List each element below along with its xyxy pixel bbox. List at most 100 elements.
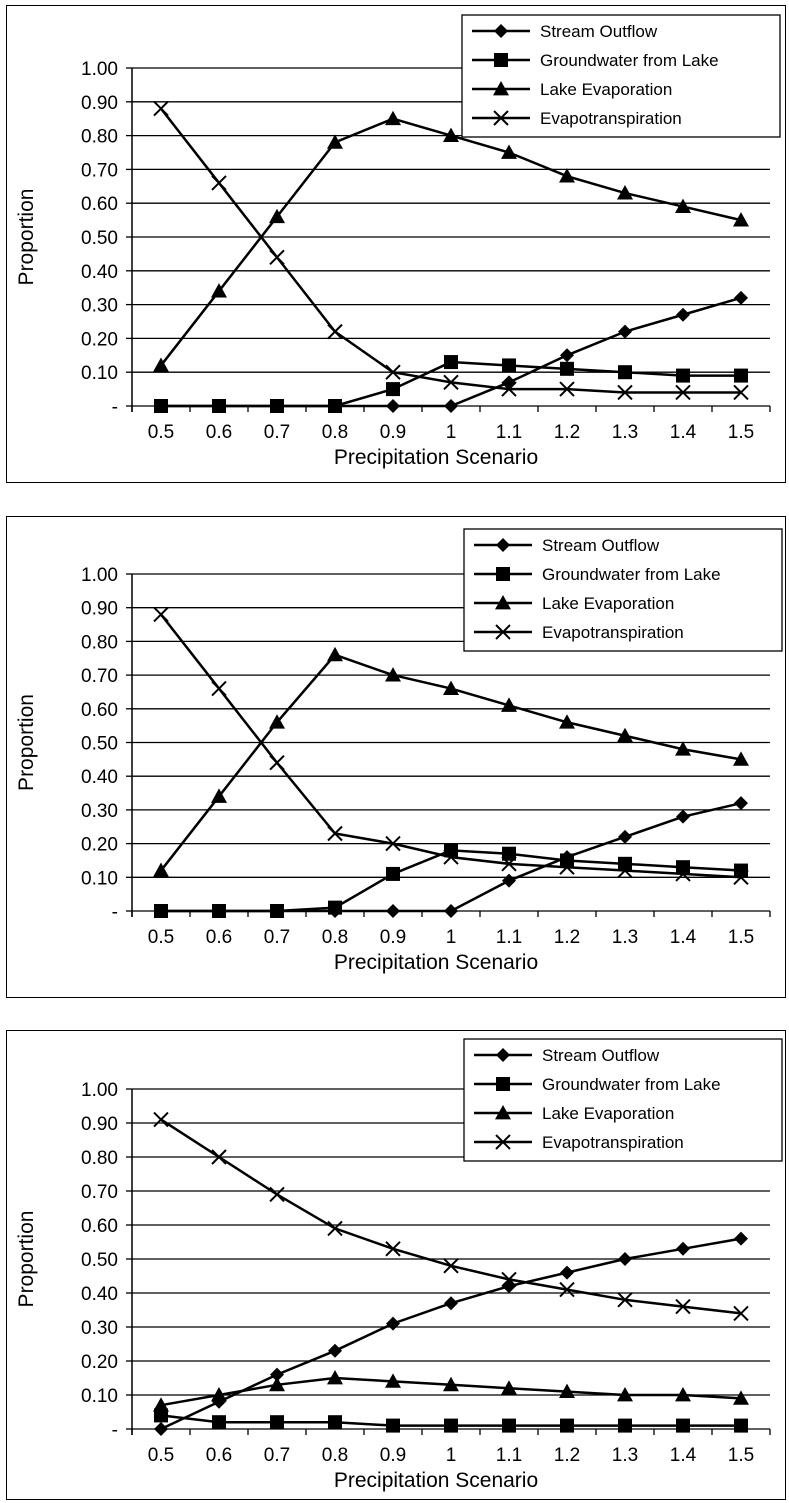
y-tick-label: 0.30 [81,296,118,317]
x-tick-label: 1.4 [670,422,697,443]
x-tick-label: 0.6 [206,1445,232,1466]
data-point-stream-outflow [386,904,400,918]
y-tick-label: 0.50 [81,228,118,249]
data-point-lake-evaporation [675,741,691,756]
data-point-lake-evaporation [153,862,169,877]
data-point-evapotranspiration [269,249,285,265]
y-tick-label: 0.10 [81,1386,118,1407]
x-tick-label: 1.3 [612,1445,638,1466]
x-tick-label: 1.2 [554,927,580,948]
legend-box [461,14,781,138]
legend-item-groundwater-from-lake: Groundwater from Lake [472,51,719,70]
data-point-lake-evaporation [327,134,343,149]
y-tick-label: 0.50 [81,734,118,755]
y-tick-label: 0.90 [81,599,118,620]
legend-label: Evapotranspiration [540,109,682,128]
data-point-stream-outflow [444,904,458,918]
data-point-lake-evaporation [675,198,691,213]
data-point-groundwater-from-lake [502,846,516,861]
legend-label: Stream Outflow [542,1046,660,1065]
x-tick-label: 0.7 [264,927,290,948]
series-line-lake-evaporation [160,117,742,367]
data-point-lake-evaporation [269,208,285,224]
y-tick-label: 1.00 [81,1080,118,1101]
x-tick-label: 1.3 [612,927,638,948]
x-tick-label: 1.1 [496,422,522,443]
line-chart-3: - 0.10 0.20 0.30 0.40 0.50 0.60 0.70 0.80 0.90 1.0… [15,1038,783,1492]
data-point-groundwater-from-lake [154,1408,168,1423]
series-line-evapotranspiration [160,107,741,394]
data-point-groundwater-from-lake [328,399,342,413]
data-point-lake-evaporation [385,667,401,682]
series-stream-outflow [154,290,748,413]
x-tick-label: 1.1 [496,1445,522,1466]
y-tick-label: 0.80 [81,1148,118,1169]
legend-item-lake-evaporation: Lake Evaporation [472,80,672,99]
y-tick-label: 0.60 [81,1216,118,1237]
legend-item-groundwater-from-lake: Groundwater from Lake [474,565,721,584]
data-point-lake-evaporation [559,714,575,729]
data-point-groundwater-from-lake [618,365,632,380]
chart-panel-1: - 0.10 0.20 0.30 0.40 0.50 0.60 0.70 0.80 0.90 1.0… [6,5,786,483]
data-point-stream-outflow [270,1367,284,1382]
y-tick-label: 0.40 [81,262,118,283]
legend-marker-triangle [495,595,511,610]
data-point-groundwater-from-lake [560,853,574,868]
data-point-stream-outflow [676,1241,690,1256]
data-point-evapotranspiration [385,1241,401,1257]
x-tick-label: 0.6 [206,927,232,948]
data-point-lake-evaporation [153,1397,169,1412]
data-point-evapotranspiration [733,869,749,886]
x-tick-label: 0.8 [322,422,348,443]
data-point-lake-evaporation [327,646,343,662]
data-point-groundwater-from-lake [560,361,574,376]
y-axis-title: Proportion [15,189,38,286]
y-tick-label: 1.00 [81,59,118,80]
y-tick-label: 0.50 [81,1250,118,1271]
legend-item-lake-evaporation: Lake Evaporation [474,1104,674,1123]
data-point-lake-evaporation [733,212,749,227]
chart-panel-3: - 0.10 0.20 0.30 0.40 0.50 0.60 0.70 0.80 0.90 1.0… [6,1030,786,1500]
y-tick-label: 0.40 [81,767,118,788]
line-chart-2: - 0.10 0.20 0.30 0.40 0.50 0.60 0.70 0.80 0.90 1.0… [15,528,783,974]
y-tick-label: 0.20 [81,329,118,350]
legend: Stream Outflow Groundwater from Lake Lake … [463,1038,783,1162]
legend-marker-square [496,567,510,581]
data-point-evapotranspiration [559,381,575,397]
data-point-stream-outflow [502,1279,516,1294]
legend-marker-x [495,1134,511,1150]
data-point-lake-evaporation [153,357,169,372]
data-point-groundwater-from-lake [444,1418,458,1433]
data-point-lake-evaporation [211,788,227,803]
series-lake-evaporation [153,1370,749,1412]
legend-marker-square [496,1077,510,1091]
y-tick-label: 0.70 [81,666,118,687]
data-point-evapotranspiration [385,835,401,852]
x-tick-label: 1.3 [612,422,638,443]
x-tick-label: 0.5 [148,422,174,443]
legend-item-evapotranspiration: Evapotranspiration [472,109,682,128]
y-tick-label: 0.80 [81,127,118,148]
data-point-stream-outflow [328,1343,342,1358]
data-point-stream-outflow [444,399,458,413]
y-tick-label: - [112,397,118,418]
data-point-evapotranspiration [617,384,633,401]
data-point-stream-outflow [618,1252,632,1266]
data-point-evapotranspiration [327,825,343,842]
series-line-stream-outflow [161,296,742,408]
data-point-lake-evaporation [559,1383,575,1398]
data-point-evapotranspiration [153,606,169,623]
data-point-evapotranspiration [559,859,575,875]
y-tick-label: 1.00 [81,565,118,586]
data-point-evapotranspiration [327,323,343,340]
series-stream-outflow [154,1231,748,1436]
data-point-lake-evaporation [385,1373,401,1388]
data-point-evapotranspiration [443,1258,459,1274]
series-groundwater-from-lake [154,355,748,413]
data-point-lake-evaporation [269,1376,285,1392]
data-point-groundwater-from-lake [154,399,168,413]
legend-marker-diamond [496,538,510,552]
y-tick-label: 0.10 [81,363,118,384]
data-point-groundwater-from-lake [212,904,226,918]
x-tick-label: 0.5 [148,927,174,948]
